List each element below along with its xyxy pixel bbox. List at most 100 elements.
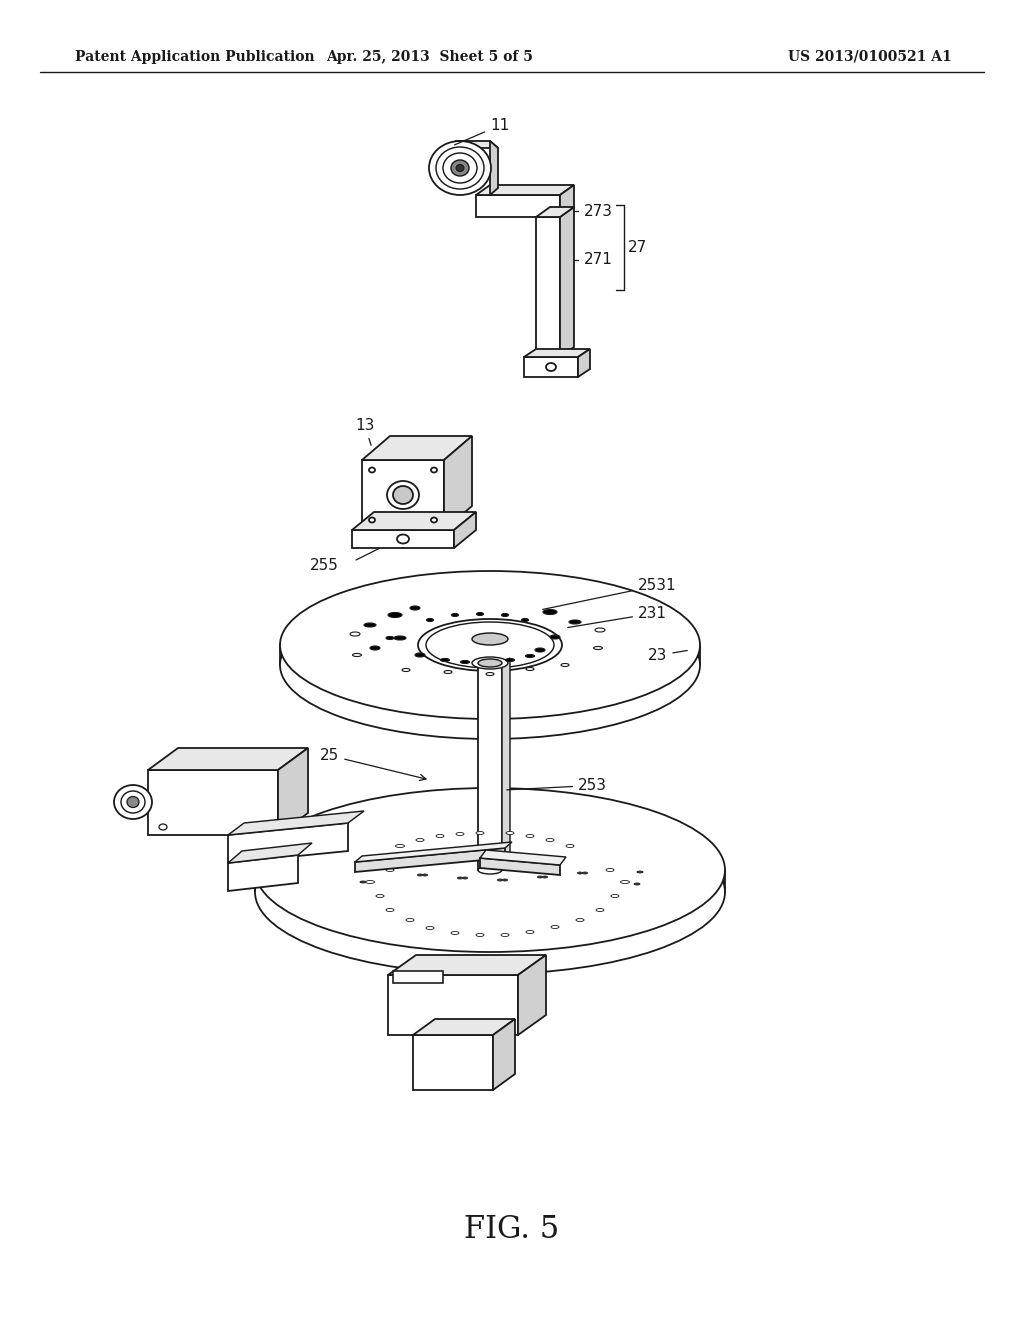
Ellipse shape <box>114 785 152 818</box>
Text: 201: 201 <box>660 892 689 908</box>
Ellipse shape <box>521 619 528 622</box>
Ellipse shape <box>366 880 375 883</box>
Ellipse shape <box>397 535 409 544</box>
Ellipse shape <box>429 141 490 195</box>
Ellipse shape <box>522 857 527 859</box>
Ellipse shape <box>386 636 394 639</box>
Ellipse shape <box>546 363 556 371</box>
Text: 23: 23 <box>648 648 687 663</box>
Ellipse shape <box>418 855 423 857</box>
Ellipse shape <box>621 880 630 883</box>
Polygon shape <box>478 663 502 870</box>
Polygon shape <box>476 195 560 216</box>
Ellipse shape <box>416 838 424 842</box>
Polygon shape <box>502 657 510 870</box>
Polygon shape <box>355 847 505 873</box>
Text: 13: 13 <box>355 418 375 445</box>
Polygon shape <box>413 1019 515 1035</box>
Ellipse shape <box>594 647 602 649</box>
Ellipse shape <box>402 668 410 672</box>
Ellipse shape <box>506 659 514 661</box>
Text: 231: 231 <box>567 606 667 627</box>
Ellipse shape <box>451 160 469 176</box>
Polygon shape <box>362 459 444 531</box>
Ellipse shape <box>596 908 604 912</box>
Text: FIG. 5: FIG. 5 <box>464 1214 560 1246</box>
Ellipse shape <box>451 932 459 935</box>
Ellipse shape <box>461 857 466 859</box>
Text: 2531: 2531 <box>543 578 677 610</box>
Ellipse shape <box>440 659 450 661</box>
Ellipse shape <box>487 859 493 861</box>
Ellipse shape <box>506 832 514 834</box>
Ellipse shape <box>394 636 406 640</box>
Ellipse shape <box>463 876 468 879</box>
Ellipse shape <box>159 824 167 830</box>
Ellipse shape <box>526 931 534 933</box>
Ellipse shape <box>476 612 483 615</box>
Ellipse shape <box>611 895 618 898</box>
Ellipse shape <box>395 845 404 847</box>
Polygon shape <box>454 512 476 548</box>
Ellipse shape <box>478 659 502 667</box>
Ellipse shape <box>255 788 725 952</box>
Ellipse shape <box>431 467 437 473</box>
Ellipse shape <box>637 871 643 873</box>
Polygon shape <box>148 748 308 770</box>
Ellipse shape <box>566 845 574 847</box>
Ellipse shape <box>486 672 494 676</box>
Polygon shape <box>480 858 560 875</box>
Text: US 2013/0100521 A1: US 2013/0100521 A1 <box>788 50 952 63</box>
Ellipse shape <box>364 623 376 627</box>
Ellipse shape <box>436 147 484 189</box>
Text: Apr. 25, 2013  Sheet 5 of 5: Apr. 25, 2013 Sheet 5 of 5 <box>327 50 534 63</box>
Ellipse shape <box>256 804 724 966</box>
Ellipse shape <box>127 796 139 808</box>
Ellipse shape <box>280 572 700 719</box>
Ellipse shape <box>281 579 699 726</box>
Ellipse shape <box>443 153 477 183</box>
Ellipse shape <box>431 517 437 523</box>
Polygon shape <box>490 141 498 195</box>
Ellipse shape <box>121 791 145 813</box>
Ellipse shape <box>415 653 425 657</box>
Ellipse shape <box>551 925 559 928</box>
Ellipse shape <box>418 619 562 671</box>
Polygon shape <box>560 207 574 356</box>
Ellipse shape <box>369 467 375 473</box>
Ellipse shape <box>426 855 430 857</box>
Ellipse shape <box>281 576 699 722</box>
Ellipse shape <box>370 645 380 649</box>
Ellipse shape <box>281 587 699 734</box>
Ellipse shape <box>376 895 384 898</box>
Polygon shape <box>524 356 578 378</box>
Ellipse shape <box>350 632 360 636</box>
Polygon shape <box>560 185 574 216</box>
Ellipse shape <box>256 795 724 956</box>
Ellipse shape <box>436 834 444 837</box>
Polygon shape <box>393 972 443 983</box>
Ellipse shape <box>281 591 699 738</box>
Ellipse shape <box>478 866 502 874</box>
Ellipse shape <box>388 612 402 618</box>
Ellipse shape <box>525 655 535 657</box>
Ellipse shape <box>530 857 536 859</box>
Polygon shape <box>228 843 312 863</box>
Text: 20: 20 <box>660 861 679 875</box>
Ellipse shape <box>386 908 394 912</box>
Ellipse shape <box>418 874 423 876</box>
Ellipse shape <box>280 591 700 739</box>
Ellipse shape <box>444 671 452 673</box>
Ellipse shape <box>546 838 554 842</box>
Ellipse shape <box>569 620 581 624</box>
Polygon shape <box>444 436 472 531</box>
Ellipse shape <box>543 610 557 615</box>
Polygon shape <box>578 348 590 378</box>
Ellipse shape <box>595 628 605 632</box>
Ellipse shape <box>406 919 414 921</box>
Polygon shape <box>476 185 574 195</box>
Ellipse shape <box>393 486 413 504</box>
Ellipse shape <box>538 876 543 878</box>
Ellipse shape <box>369 517 375 523</box>
Ellipse shape <box>526 668 534 671</box>
